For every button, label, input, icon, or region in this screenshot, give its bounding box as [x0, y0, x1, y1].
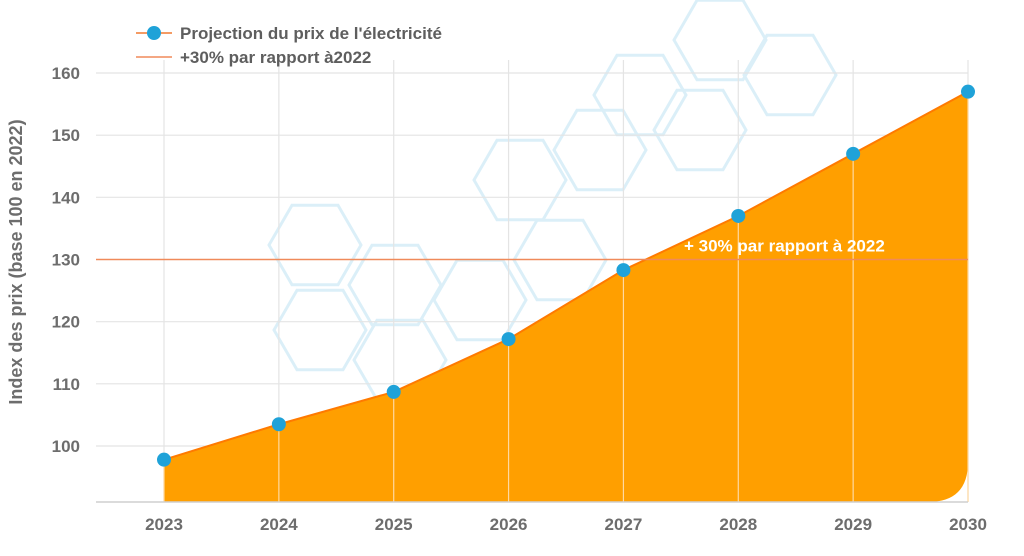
hexagon-shape	[272, 288, 368, 372]
data-point	[846, 146, 861, 161]
hexagon-shape	[432, 258, 528, 342]
data-point	[386, 384, 401, 399]
series-area	[163, 90, 969, 503]
reference-annotation: + 30% par rapport à 2022	[684, 237, 885, 256]
data-point	[157, 452, 171, 467]
hexagon-shape	[267, 203, 363, 287]
data-points	[157, 84, 975, 467]
series-line	[163, 90, 969, 461]
y-tick-label: 150	[52, 126, 80, 145]
data-point	[961, 84, 975, 99]
x-tick-label: 2026	[490, 515, 528, 534]
y-tick-label: 130	[52, 251, 80, 270]
y-tick-label: 120	[52, 313, 80, 332]
data-point	[731, 208, 746, 223]
hexagon-shape	[472, 138, 568, 222]
series-area-fill	[164, 91, 968, 503]
hexagon-shape	[672, 0, 768, 82]
y-tick-label: 110	[53, 375, 80, 394]
x-tick-label: 2027	[605, 515, 643, 534]
x-tick-label: 2029	[834, 515, 872, 534]
legend: Projection du prix de l'électricité +30%…	[136, 24, 442, 67]
legend-item-reference: +30% par rapport à2022	[136, 48, 371, 67]
hexagon-shape	[592, 53, 688, 137]
y-tick-label: 160	[52, 64, 80, 83]
data-point	[616, 263, 631, 278]
y-tick-label: 140	[52, 188, 80, 207]
data-point	[501, 332, 516, 347]
legend-item-series: Projection du prix de l'électricité	[136, 24, 442, 43]
y-tick-label: 100	[52, 437, 80, 456]
x-tick-label: 2028	[719, 515, 757, 534]
y-axis-label: Index des prix (base 100 en 2022)	[6, 119, 26, 404]
data-point	[271, 417, 286, 432]
legend-reference-label: +30% par rapport à2022	[180, 48, 371, 67]
x-tick-label: 2025	[375, 515, 413, 534]
x-ticks: 2023 2024 2025 2026 2027 2028 2029 2030	[145, 515, 987, 534]
legend-series-label: Projection du prix de l'électricité	[180, 24, 442, 43]
legend-series-marker-icon	[147, 26, 161, 40]
hexagon-shape	[652, 88, 748, 172]
x-tick-label: 2023	[145, 515, 183, 534]
x-tick-label: 2024	[260, 515, 298, 534]
hexagon-shape	[347, 243, 443, 327]
hexagon-shape	[742, 33, 838, 117]
hexagon-shape	[552, 108, 648, 192]
y-ticks: 100 110 120 130 140 150 160	[52, 64, 80, 456]
x-tick-label: 2030	[949, 515, 987, 534]
